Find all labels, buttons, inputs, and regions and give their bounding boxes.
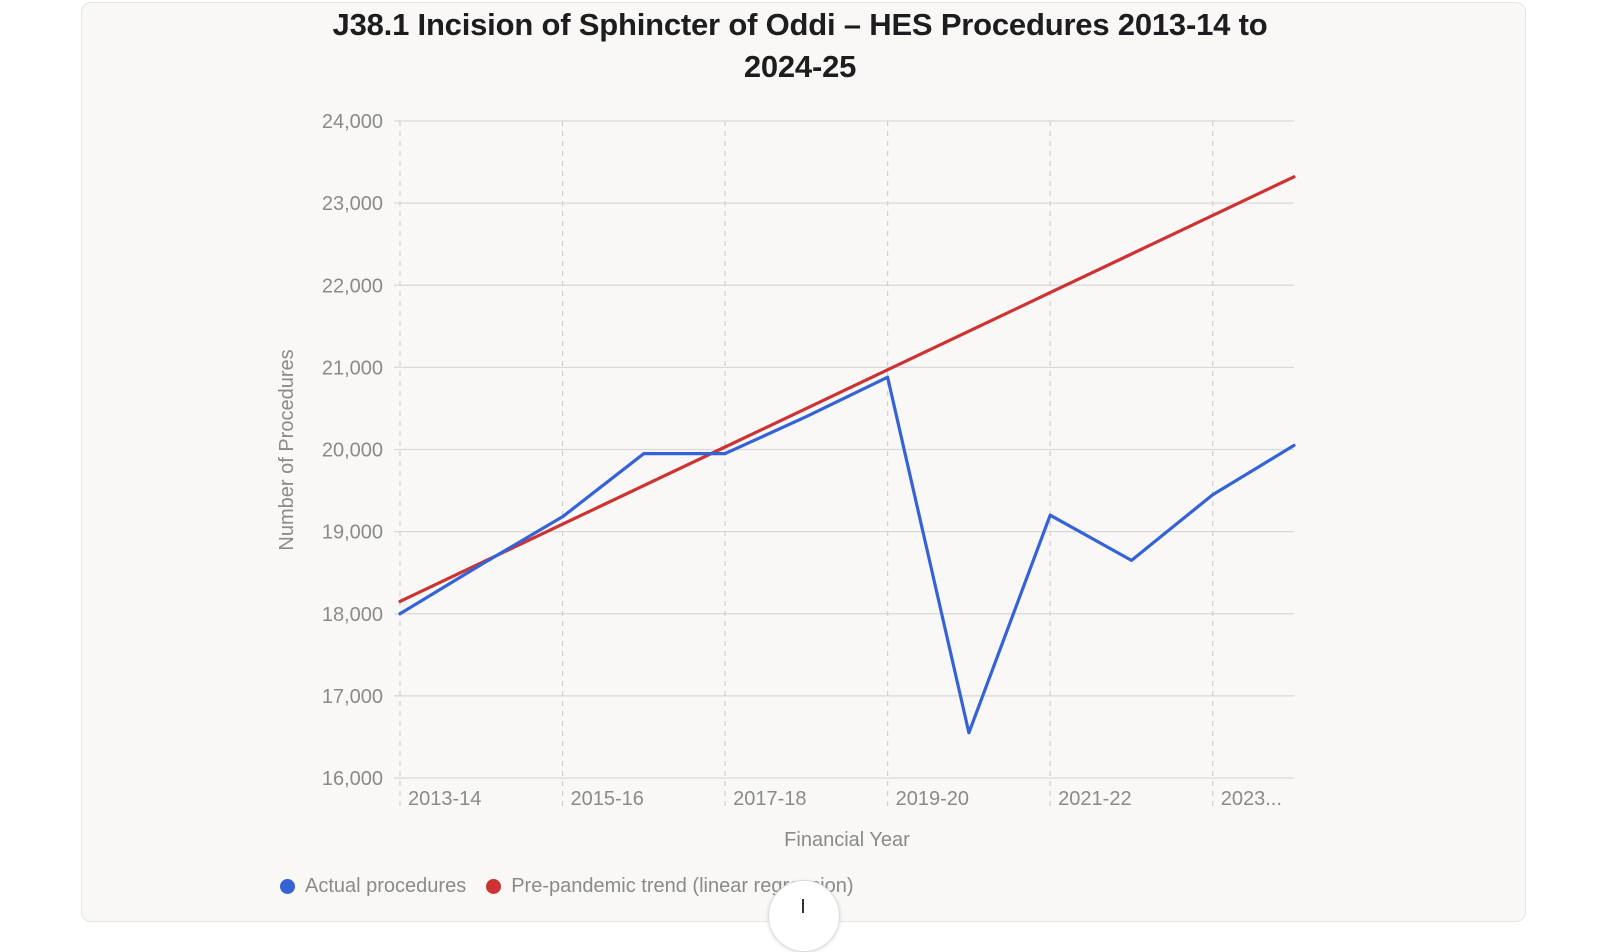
arrow-down-icon bbox=[802, 899, 804, 913]
series-group bbox=[398, 175, 1296, 735]
y-axis-ticks: 16,000 17,000 18,000 19,000 20,000 21,000 22,0… bbox=[322, 111, 383, 790]
x-tick-label: 2019-20 bbox=[896, 788, 969, 810]
x-tick-label: 2013-14 bbox=[408, 788, 481, 810]
x-tick-label: 2017-18 bbox=[733, 788, 806, 810]
legend: Actual procedures Pre-pandemic trend (li… bbox=[280, 875, 874, 898]
x-tick-label: 2023... bbox=[1221, 788, 1282, 810]
series-line-pre-pandemic-trend-linear-regression bbox=[398, 175, 1296, 604]
y-axis-label: Number of Procedures bbox=[276, 349, 298, 550]
y-tick-label: 17,000 bbox=[322, 686, 383, 708]
y-tick-label: 23,000 bbox=[322, 193, 383, 215]
y-tick-label: 24,000 bbox=[322, 111, 383, 133]
x-tick-label: 2021-22 bbox=[1058, 788, 1131, 810]
y-tick-label: 18,000 bbox=[322, 604, 383, 626]
chart-title: J38.1 Incision of Sphincter of Oddi – HE… bbox=[332, 7, 1268, 84]
series-line-actual-procedures bbox=[398, 375, 1296, 735]
scroll-down-button[interactable] bbox=[768, 880, 840, 952]
chart-card bbox=[81, 2, 1526, 922]
x-tick-label: 2015-16 bbox=[571, 788, 644, 810]
x-axis-ticks: 2013-14 2015-16 2017-18 2019-20 2021-22 2023.… bbox=[408, 788, 1282, 810]
y-tick-label: 22,000 bbox=[322, 275, 383, 297]
legend-dot-trend-icon bbox=[486, 879, 502, 894]
legend-dot-actual-icon bbox=[280, 879, 295, 894]
y-tick-label: 21,000 bbox=[322, 357, 383, 379]
grid bbox=[394, 120, 1294, 806]
x-axis-label: Financial Year bbox=[784, 829, 910, 851]
legend-item-actual[interactable]: Actual procedures bbox=[280, 875, 466, 898]
y-tick-label: 20,000 bbox=[322, 440, 383, 462]
line-chart: 16,000 17,000 18,000 19,000 20,000 21,000 22,0… bbox=[276, 111, 1296, 851]
y-tick-label: 19,000 bbox=[322, 522, 383, 544]
legend-label-actual: Actual procedures bbox=[305, 875, 467, 897]
legend-item-trend[interactable]: Pre-pandemic trend (linear regression) bbox=[486, 875, 854, 898]
y-tick-label: 16,000 bbox=[322, 768, 383, 790]
legend-label-trend: Pre-pandemic trend (linear regression) bbox=[511, 875, 854, 897]
